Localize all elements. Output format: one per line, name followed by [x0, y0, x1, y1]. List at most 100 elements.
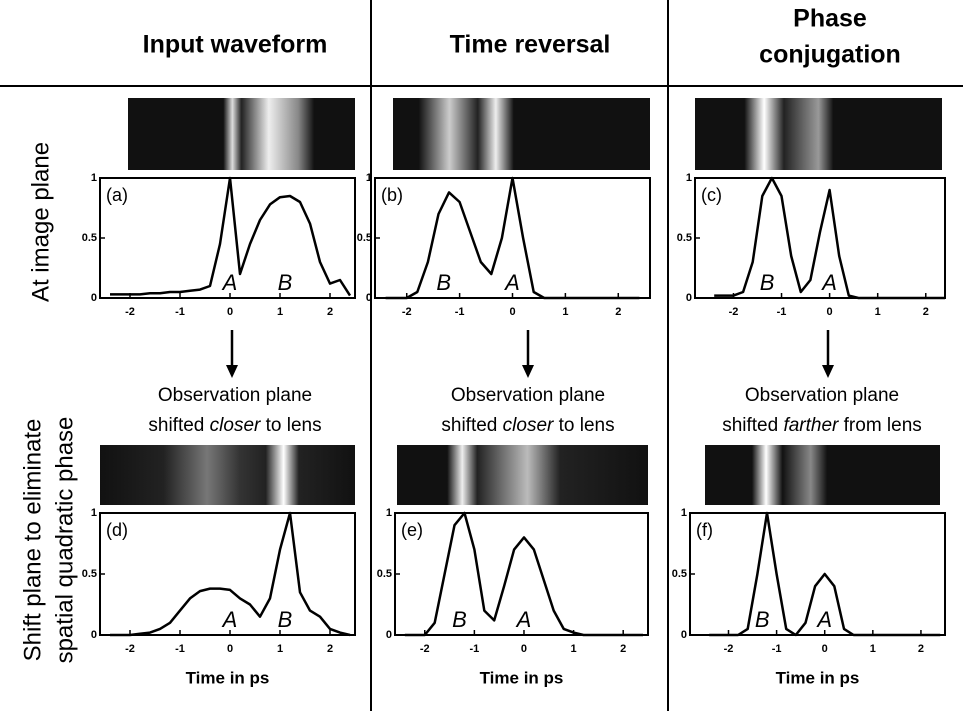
note: Observation plane [158, 385, 312, 406]
row-label: Shift plane to eliminate [19, 419, 46, 662]
note: shifted farther from lens [722, 415, 922, 436]
y-tick-label: 0 [91, 629, 97, 641]
note-part: from lens [838, 415, 921, 436]
panel-label: (c) [701, 185, 722, 205]
note-part: farther [783, 415, 839, 436]
x-tick-label: 2 [923, 306, 929, 318]
panel-label: (a) [106, 185, 128, 205]
note-part: to lens [260, 415, 321, 436]
peak-label: A [820, 270, 837, 295]
peak-label: A [221, 270, 238, 295]
x-tick-label: 0 [227, 306, 233, 318]
y-tick-label: 0 [366, 292, 372, 304]
arrow [522, 330, 534, 378]
note: shifted closer to lens [441, 415, 614, 436]
y-tick-label: 1 [91, 507, 97, 519]
image-strip [695, 98, 942, 170]
note-part: closer [210, 415, 261, 436]
peak-label: A [815, 607, 832, 632]
x-tick-label: -2 [125, 643, 135, 655]
y-tick-label: 1 [366, 172, 372, 184]
panel-label: (f) [696, 520, 713, 540]
x-tick-label: -1 [777, 306, 787, 318]
peak-label: A [515, 607, 532, 632]
column-header: Input waveform [143, 31, 328, 59]
y-tick-label: 0.5 [357, 232, 372, 244]
note: Observation plane [451, 385, 605, 406]
peak-label: A [221, 607, 238, 632]
panel-label: (e) [401, 520, 423, 540]
x-tick-label: 1 [277, 306, 283, 318]
x-tick-label: 2 [620, 643, 626, 655]
x-tick-label: 1 [562, 306, 568, 318]
row-label: spatial quadratic phase [51, 417, 78, 664]
arrow [822, 330, 834, 378]
note-part: shifted [722, 415, 783, 436]
y-tick-label: 1 [386, 507, 392, 519]
note-part: shifted [441, 415, 502, 436]
page: Input waveform Time reversal Phase conju… [0, 0, 963, 711]
x-tick-label: -1 [772, 643, 782, 655]
figure: Input waveform Time reversal Phase conju… [0, 0, 963, 711]
x-tick-label: 1 [870, 643, 876, 655]
x-tick-label: 2 [615, 306, 621, 318]
x-tick-label: -1 [175, 643, 185, 655]
image-strip [705, 445, 940, 505]
panel-label: (d) [106, 520, 128, 540]
y-tick-label: 0 [386, 629, 392, 641]
x-tick-label: 0 [822, 643, 828, 655]
arrow [226, 330, 238, 378]
column-header: Time reversal [450, 31, 611, 59]
y-tick-label: 0.5 [377, 568, 392, 580]
x-tick-label: 0 [227, 643, 233, 655]
peak-label: B [436, 270, 451, 295]
y-tick-label: 1 [686, 172, 692, 184]
x-tick-label: 0 [521, 643, 527, 655]
note-part: closer [503, 415, 554, 436]
image-strip [100, 445, 355, 505]
x-tick-label: 1 [571, 643, 577, 655]
image-strip [393, 98, 650, 170]
x-axis-title: Time in ps [480, 668, 564, 687]
image-strip [128, 98, 355, 170]
x-tick-label: -2 [724, 643, 734, 655]
x-tick-label: -2 [729, 306, 739, 318]
column-header: conjugation [759, 41, 901, 69]
note: shifted closer to lens [148, 415, 321, 436]
peak-label: B [278, 270, 293, 295]
image-strip [397, 445, 648, 505]
note: Observation plane [745, 385, 899, 406]
x-tick-label: 1 [875, 306, 881, 318]
x-tick-label: 0 [827, 306, 833, 318]
x-tick-label: -1 [469, 643, 479, 655]
row-label: At image plane [27, 142, 54, 302]
y-tick-label: 0.5 [677, 232, 692, 244]
column-header: Phase [793, 5, 867, 33]
y-tick-label: 0 [91, 292, 97, 304]
y-tick-label: 0 [681, 629, 687, 641]
x-axis-title: Time in ps [776, 668, 860, 687]
x-tick-label: 2 [327, 306, 333, 318]
panel-label: (b) [381, 185, 403, 205]
x-tick-label: -1 [455, 306, 465, 318]
note-part: to lens [553, 415, 614, 436]
y-tick-label: 0 [686, 292, 692, 304]
x-tick-label: 0 [509, 306, 515, 318]
peak-label: A [503, 270, 520, 295]
x-tick-label: -2 [420, 643, 430, 655]
peak-label: B [760, 270, 775, 295]
x-tick-label: 2 [327, 643, 333, 655]
x-tick-label: -1 [175, 306, 185, 318]
x-tick-label: -2 [402, 306, 412, 318]
x-tick-label: 2 [918, 643, 924, 655]
y-tick-label: 1 [681, 507, 687, 519]
x-tick-label: -2 [125, 306, 135, 318]
x-tick-label: 1 [277, 643, 283, 655]
y-tick-label: 0.5 [82, 232, 97, 244]
note-part: shifted [148, 415, 209, 436]
x-axis-title: Time in ps [186, 668, 270, 687]
y-tick-label: 0.5 [82, 568, 97, 580]
peak-label: B [452, 607, 467, 632]
peak-label: B [755, 607, 770, 632]
peak-label: B [278, 607, 293, 632]
